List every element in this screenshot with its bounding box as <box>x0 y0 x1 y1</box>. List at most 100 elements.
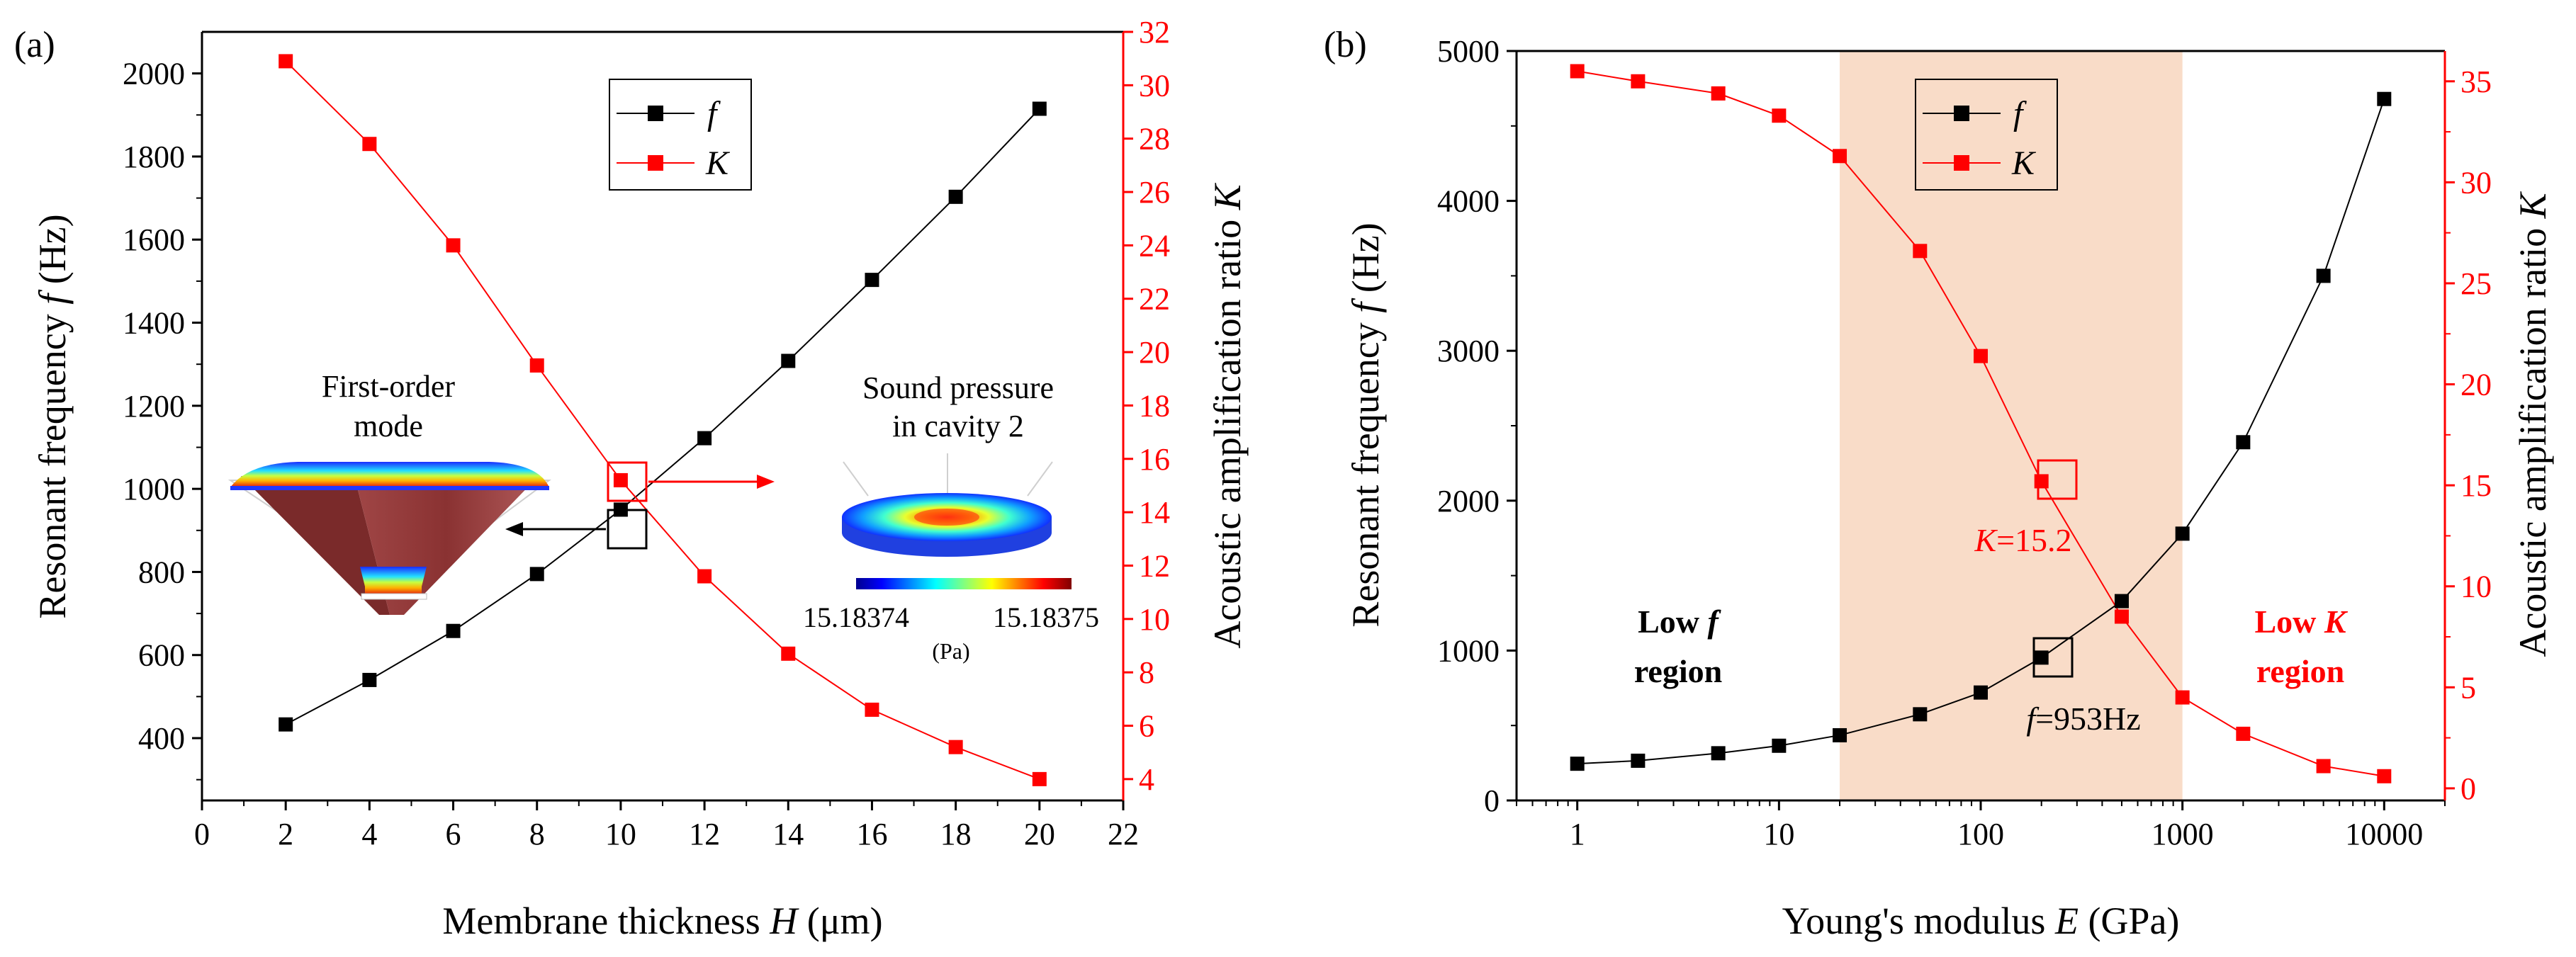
data-point-f <box>1974 685 1988 700</box>
panel-b-y-right-title: Acoustic amplification ratio K <box>2512 191 2554 657</box>
first-order-mode-inset <box>227 462 552 615</box>
data-point-f <box>279 717 293 732</box>
data-point-f <box>1032 101 1047 116</box>
panel-b-x-title: Young's modulus E (GPa) <box>1782 900 2180 942</box>
panel-b-ticks: 1 10 100 1000 10000 0 1000 2000 3000 4000 5000 0 5 10… <box>1437 34 2492 851</box>
mode-label-line2: mode <box>354 409 423 443</box>
y-left-tick-label: 0 <box>1484 783 1500 818</box>
colorbar-min-label: 15.18374 <box>803 601 909 633</box>
sound-pressure-inset <box>842 453 1072 589</box>
low-k-region-line1: Low K <box>2254 604 2348 640</box>
series-k-line <box>285 60 1040 780</box>
x-tick-label: 20 <box>1024 817 1055 851</box>
x-tick-label: 4 <box>361 817 377 851</box>
y-right-tick-label: 8 <box>1139 655 1154 690</box>
data-point-K <box>1570 64 1585 79</box>
y-left-tick-label: 1800 <box>123 140 185 174</box>
data-point-f <box>1570 757 1585 771</box>
mode-label-line1: First-order <box>322 369 456 404</box>
y-right-tick-label: 10 <box>2460 570 2492 604</box>
y-left-tick-label: 600 <box>138 638 185 673</box>
data-point-K <box>2175 690 2190 705</box>
y-left-tick-label: 1000 <box>1437 633 1500 668</box>
data-point-K <box>1032 771 1047 786</box>
data-point-f <box>2377 91 2392 106</box>
y-right-tick-label: 35 <box>2460 64 2492 99</box>
data-point-f <box>529 567 544 582</box>
data-point-K <box>865 702 879 717</box>
data-point-K <box>1974 349 1988 363</box>
data-point-f <box>865 273 879 288</box>
x-tick-label: 8 <box>529 817 545 851</box>
data-point-K <box>2236 726 2251 741</box>
data-point-f <box>2114 594 2129 608</box>
y-right-tick-label: 30 <box>1139 68 1170 103</box>
y-left-tick-label: 1200 <box>123 389 185 424</box>
x-tick-label: 16 <box>856 817 887 851</box>
data-point-f <box>948 189 963 204</box>
colorbar-unit-label: (Pa) <box>932 638 969 664</box>
data-point-K <box>446 238 461 253</box>
data-point-K <box>2316 759 2331 774</box>
data-point-f <box>1631 753 1646 768</box>
data-point-K <box>362 137 377 152</box>
y-right-tick-label: 12 <box>1139 548 1170 583</box>
data-point-f <box>1772 738 1787 753</box>
data-point-K <box>1631 74 1646 89</box>
data-point-f <box>446 623 461 638</box>
panel-a-x-title: Membrane thickness H (μm) <box>442 900 882 942</box>
y-right-tick-label: 10 <box>1139 602 1170 637</box>
x-tick-label: 12 <box>689 817 720 851</box>
pressure-label-line1: Sound pressure <box>862 370 1054 405</box>
legend-k-label: K <box>705 145 731 182</box>
panel-a: (a) 0 2 4 6 8 10 12 14 16 18 20 2240060080010001200… <box>14 15 1249 942</box>
x-tick-label: 2 <box>278 817 293 851</box>
y-left-tick-label: 1400 <box>123 306 185 341</box>
data-point-K <box>2034 474 2049 489</box>
panel-a-label: (a) <box>14 25 55 65</box>
low-f-region-line1: Low f <box>1638 604 1721 640</box>
y-left-tick-label: 400 <box>138 721 185 756</box>
x-tick-label: 1000 <box>2152 817 2214 851</box>
data-point-f <box>1711 746 1726 761</box>
series-f-line <box>285 108 1040 725</box>
y-left-tick-label: 800 <box>138 555 185 589</box>
data-point-K <box>613 472 628 487</box>
data-point-K <box>1833 149 1847 164</box>
data-point-K <box>1772 108 1787 123</box>
data-point-K <box>2377 769 2392 783</box>
y-left-tick-label: 1000 <box>123 472 185 506</box>
panel-a-legend: f K <box>609 79 752 191</box>
highlight-box-f <box>2032 637 2074 678</box>
highlight-box-k <box>607 461 648 502</box>
y-right-tick-label: 20 <box>2460 368 2492 402</box>
y-right-tick-label: 18 <box>1139 388 1170 423</box>
x-tick-label: 14 <box>772 817 804 851</box>
panel-b-highlights <box>2032 459 2078 678</box>
y-right-tick-label: 14 <box>1139 495 1170 530</box>
k-value-annotation: K=15.2 <box>1974 522 2071 558</box>
y-right-tick-label: 30 <box>2460 165 2492 200</box>
y-right-tick-label: 32 <box>1139 15 1170 50</box>
panel-a-ticks: 0 2 4 6 8 10 12 14 16 18 20 22400600800100012001400… <box>123 15 1170 851</box>
y-left-tick-label: 2000 <box>123 57 185 91</box>
data-point-K <box>1711 86 1726 101</box>
y-left-tick-label: 4000 <box>1437 184 1500 219</box>
data-point-K <box>1913 244 1928 259</box>
y-left-tick-label: 2000 <box>1437 484 1500 519</box>
panel-b-y-left-title: Resonant frequency f (Hz) <box>1344 222 1387 627</box>
data-point-K <box>2114 609 2129 624</box>
y-right-tick-label: 4 <box>1139 762 1154 797</box>
data-point-f <box>697 431 712 446</box>
panel-b-label: (b) <box>1324 25 1367 65</box>
y-left-tick-label: 3000 <box>1437 334 1500 368</box>
y-left-tick-label: 1600 <box>123 222 185 257</box>
y-right-tick-label: 22 <box>1139 282 1170 317</box>
data-point-f <box>781 353 796 368</box>
data-point-f <box>2316 268 2331 283</box>
x-tick-label: 6 <box>446 817 461 851</box>
panel-b-legend: f K <box>1915 79 2058 191</box>
x-tick-label: 22 <box>1108 817 1139 851</box>
x-tick-label: 10 <box>605 817 636 851</box>
